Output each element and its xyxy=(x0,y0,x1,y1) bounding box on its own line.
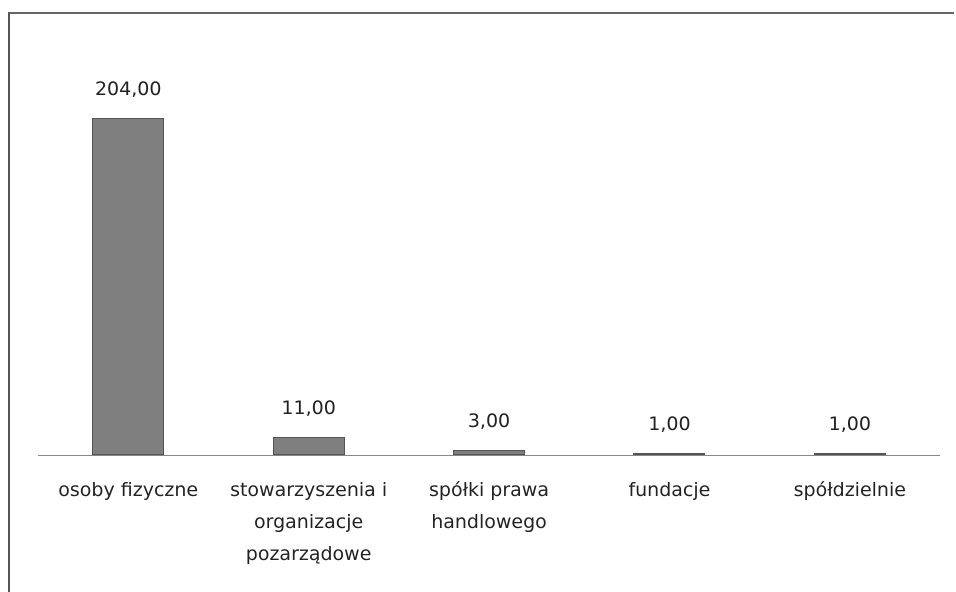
bar xyxy=(453,450,525,455)
bar xyxy=(633,453,706,456)
bar xyxy=(92,118,165,455)
chart-frame xyxy=(8,12,954,592)
x-tick-label: fundacje xyxy=(628,479,711,501)
x-tick-label: stowarzyszenia i organizacje pozarządowe xyxy=(230,479,388,565)
x-tick-label: spółki prawa handlowego xyxy=(428,479,549,533)
data-label: 1,00 xyxy=(828,413,871,436)
data-label: 204,00 xyxy=(94,78,162,100)
x-tick-label: osoby fizyczne xyxy=(58,479,199,501)
chart: 204,00 osoby fizyczne 11,00 stowarzyszenia … xyxy=(38,78,940,565)
data-label: 1,00 xyxy=(648,413,691,436)
data-label: 11,00 xyxy=(281,396,336,419)
x-axis xyxy=(38,455,940,456)
bar xyxy=(272,436,345,455)
x-tick-label: spółdzielnie xyxy=(793,479,906,501)
bar xyxy=(813,453,886,456)
data-label: 3,00 xyxy=(467,410,511,433)
